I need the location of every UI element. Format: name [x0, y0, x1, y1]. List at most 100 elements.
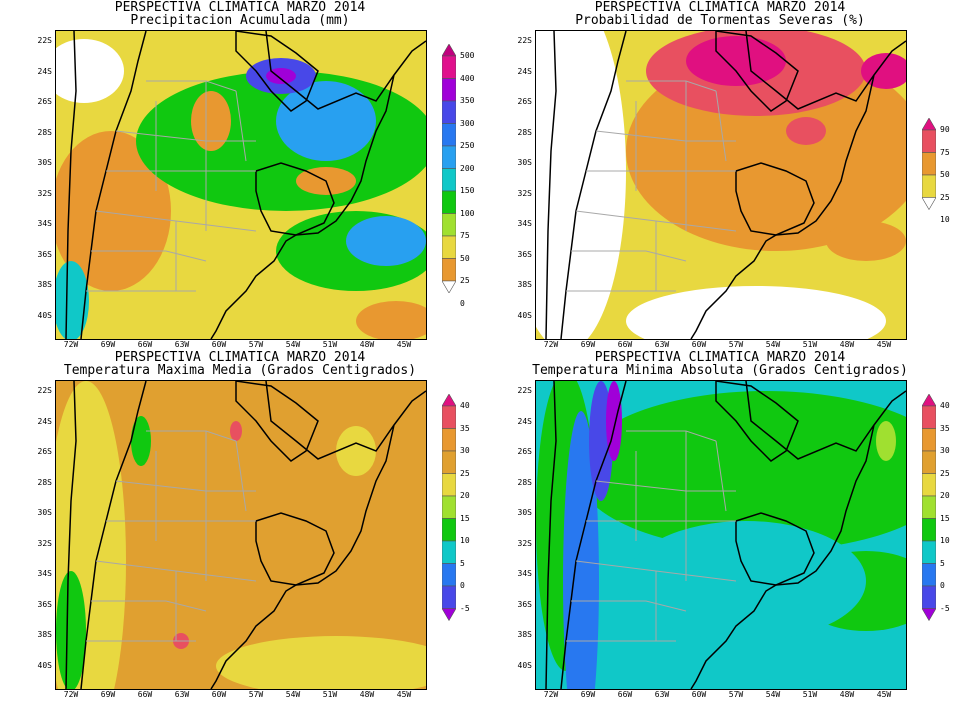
colorbar-tick-label: 25	[460, 276, 470, 285]
panel-title: PERSPECTIVA CLIMATICA MARZO 2014	[594, 0, 846, 15]
panel-severe-storms: PERSPECTIVA CLIMATICA MARZO 2014 Probabi…	[480, 0, 960, 360]
colorbar-tick-label: 40	[460, 401, 470, 410]
colorbar-swatch	[922, 540, 936, 564]
colorbar-swatch	[442, 428, 456, 452]
latitude-tick-label: 32S	[517, 538, 532, 548]
longitude-tick-label: 57W	[728, 340, 744, 349]
province-borders	[86, 430, 257, 642]
uruguay-border	[735, 162, 815, 236]
colorbar-tick-label: 0	[460, 298, 465, 308]
colorbar-swatch	[922, 129, 936, 153]
longitude-tick-label: 72W	[63, 690, 79, 699]
latitude-tick-label: 28S	[517, 477, 532, 487]
severe-storms-map	[535, 30, 907, 340]
panel-subtitle: Precipitacion Acumulada (mm)	[130, 13, 350, 28]
panel-subtitle: Temperatura Maxima Media (Grados Centigr…	[63, 363, 417, 378]
colorbar-tick-label: 50	[460, 253, 470, 263]
colorbar-tick-label: 20	[940, 491, 950, 500]
colorbar-tick-label: 50	[940, 170, 950, 179]
longitude-tick-label: 69W	[580, 690, 596, 699]
field-region	[786, 117, 826, 145]
colorbar-swatch	[922, 174, 936, 198]
map-canvas	[56, 31, 426, 339]
pacific-coastline	[545, 381, 557, 689]
colorbar-tick-label: 75	[460, 231, 470, 240]
latitude-tick-label: 28S	[517, 127, 532, 137]
latitude-tick-label: 22S	[37, 36, 52, 45]
min-temperature-map	[535, 380, 907, 690]
longitude-tick-label: 51W	[802, 340, 818, 349]
latitude-tick-label: 32S	[37, 188, 52, 198]
pacific-coastline	[545, 31, 557, 339]
paraguay-border	[715, 31, 799, 112]
latitude-tick-label: 40S	[37, 310, 52, 320]
latitude-tick-label: 32S	[37, 538, 52, 548]
colorbar-top-arrow	[922, 118, 936, 131]
longitude-tick-label: 48W	[839, 340, 855, 349]
colorbar-tick-label: 350	[460, 96, 475, 105]
uruguay-border	[255, 162, 335, 236]
longitude-tick-label: 66W	[617, 690, 633, 699]
colorbar-tick-label: 35	[940, 423, 950, 433]
latitude-tick-label: 38S	[517, 630, 532, 639]
field-region	[56, 571, 86, 689]
colorbar-swatch	[442, 168, 456, 192]
longitude-tick-label: 54W	[285, 690, 301, 699]
coastline	[690, 381, 906, 689]
pacific-coastline	[65, 31, 77, 339]
severe-storms-colorbar	[922, 118, 936, 210]
colorbar-swatch	[442, 123, 456, 147]
field-region	[131, 416, 151, 466]
colorbar-swatch	[922, 450, 936, 474]
province-borders	[566, 80, 737, 292]
latitude-tick-label: 36S	[517, 249, 532, 259]
longitude-tick-label: 60W	[211, 340, 227, 349]
map-canvas	[536, 381, 906, 689]
latitude-tick-label: 24S	[517, 66, 532, 76]
colorbar-bottom-arrow	[442, 608, 456, 621]
field-region	[626, 286, 886, 339]
latitude-tick-label: 34S	[517, 569, 532, 578]
latitude-tick-label: 40S	[517, 660, 532, 670]
panel-title: PERSPECTIVA CLIMATICA MARZO 2014	[594, 350, 846, 365]
colorbar-tick-label: 10	[940, 536, 950, 545]
colorbar-tick-label: 0	[940, 581, 945, 590]
longitude-tick-label: 69W	[100, 340, 116, 349]
colorbar-tick-label: 300	[460, 118, 475, 128]
province-borders	[566, 430, 737, 642]
colorbar-tick-label: 150	[460, 186, 475, 195]
field-region	[626, 521, 866, 641]
latitude-tick-label: 40S	[37, 660, 52, 670]
colorbar-top-arrow	[442, 44, 456, 57]
longitude-tick-label: 72W	[543, 340, 559, 349]
colorbar-tick-label: -5	[460, 603, 470, 613]
latitude-tick-label: 26S	[37, 447, 52, 456]
colorbar-swatch	[922, 428, 936, 452]
longitude-tick-label: 66W	[137, 690, 153, 699]
longitude-tick-label: 51W	[322, 690, 338, 699]
colorbar-swatch	[442, 55, 456, 79]
field-region	[336, 426, 376, 476]
panel-subtitle: Probabilidad de Tormentas Severas (%)	[575, 13, 865, 28]
colorbar-top-arrow	[922, 394, 936, 407]
longitude-tick-label: 54W	[765, 340, 781, 349]
longitude-tick-label: 45W	[396, 340, 412, 349]
longitude-tick-label: 51W	[322, 340, 338, 349]
colorbar-tick-label: 10	[940, 215, 950, 224]
field-region	[686, 36, 786, 86]
max-temperature-map	[55, 380, 427, 690]
latitude-tick-label: 38S	[517, 280, 532, 289]
colorbar-swatch	[922, 563, 936, 587]
uruguay-border	[255, 512, 335, 586]
longitude-tick-label: 60W	[691, 690, 707, 699]
max-temperature-colorbar	[442, 394, 456, 621]
longitude-tick-label: 63W	[654, 690, 670, 699]
latitude-tick-label: 30S	[37, 158, 52, 167]
colorbar-swatch	[442, 518, 456, 542]
longitude-tick-label: 66W	[137, 340, 153, 349]
latitude-tick-label: 22S	[37, 386, 52, 395]
panel-subtitle: Temperatura Minima Absoluta (Grados Cent…	[532, 363, 908, 378]
longitude-tick-label: 60W	[211, 690, 227, 699]
colorbar-swatch	[442, 540, 456, 564]
longitude-tick-label: 57W	[248, 690, 264, 699]
